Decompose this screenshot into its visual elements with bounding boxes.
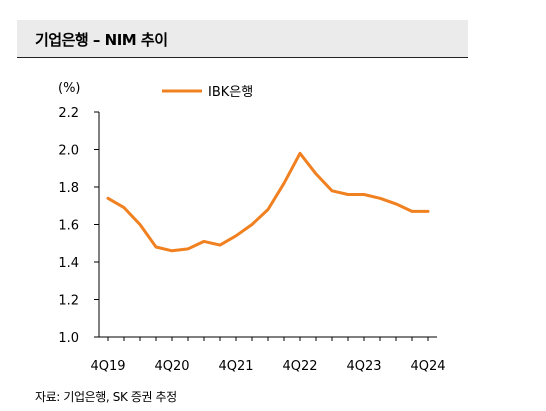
source-note: 자료: 기업은행, SK 증권 추정: [35, 390, 177, 404]
y-tick-label: 2.0: [58, 144, 79, 159]
y-tick-label: 2.2: [58, 106, 79, 121]
y-tick-label: 1.2: [58, 294, 79, 309]
y-tick-label: 1.6: [58, 219, 79, 234]
y-tick-label: 1.0: [58, 331, 79, 346]
y-axis: 1.0 1.2 1.4 1.6 1.8 2.0 2.2 (%): [58, 81, 100, 346]
title-bar: 기업은행 – NIM 추이: [17, 20, 468, 58]
x-tick-label: 4Q20: [154, 359, 189, 374]
x-axis: 4Q19 4Q20 4Q21 4Q22 4Q23 4Q24: [90, 336, 446, 374]
y-unit-label: (%): [58, 81, 81, 96]
series-layer: [106, 151, 430, 253]
series-line-ibk: [106, 151, 430, 253]
x-tick-label: 4Q22: [282, 359, 317, 374]
x-tick-label: 4Q23: [346, 359, 381, 374]
x-tick-label: 4Q21: [218, 359, 253, 374]
legend: IBK은행: [162, 84, 253, 100]
chart-title: 기업은행 – NIM 추이: [35, 31, 168, 49]
x-tick-label: 4Q19: [90, 359, 125, 374]
x-tick-label: 4Q24: [410, 359, 445, 374]
y-tick-label: 1.8: [58, 181, 79, 196]
y-tick-label: 1.4: [58, 256, 79, 271]
legend-label: IBK은행: [208, 84, 253, 100]
